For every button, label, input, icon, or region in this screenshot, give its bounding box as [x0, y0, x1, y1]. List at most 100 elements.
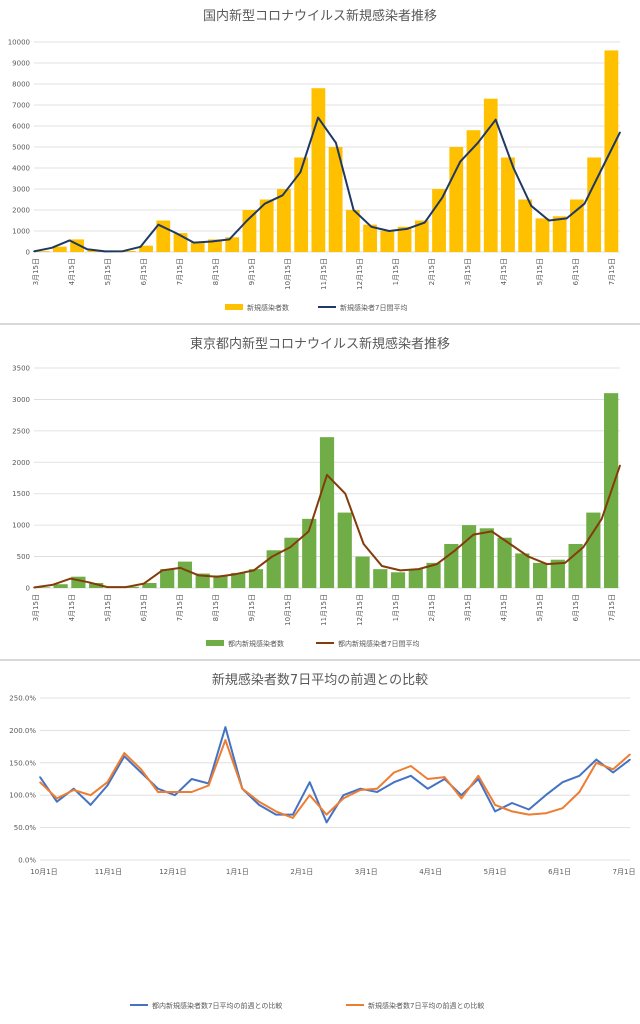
x-tick-label: 4月15日 — [500, 258, 508, 285]
chart-title: 国内新型コロナウイルス新規感染者推移 — [203, 8, 437, 24]
data-point — [50, 247, 53, 249]
data-point — [601, 167, 604, 169]
bar — [483, 98, 498, 252]
data-point — [88, 581, 90, 584]
x-tick-label: 4月15日 — [68, 258, 76, 285]
bar — [71, 576, 86, 588]
data-point — [308, 781, 311, 784]
data-point — [161, 569, 163, 572]
data-point — [612, 768, 614, 771]
y-tick-label: 7000 — [12, 102, 30, 110]
bar — [208, 239, 222, 252]
data-point — [399, 569, 402, 572]
data-point — [527, 555, 530, 558]
data-point — [491, 530, 493, 533]
series-line — [39, 726, 631, 824]
data-point — [460, 797, 463, 800]
data-point — [548, 219, 550, 222]
data-point — [104, 250, 106, 253]
x-tick-label: 2月1日 — [290, 868, 313, 876]
y-tick-label: 2500 — [12, 427, 30, 435]
data-point — [89, 804, 92, 806]
legend-swatch — [225, 304, 243, 310]
bar — [345, 210, 360, 252]
data-point — [494, 810, 496, 813]
x-tick-label: 6月1日 — [548, 868, 571, 876]
data-point — [388, 230, 390, 232]
bar — [587, 157, 602, 252]
data-point — [359, 789, 362, 791]
data-point — [106, 784, 109, 787]
x-tick-label: 8月15日 — [212, 258, 220, 285]
data-point — [224, 739, 227, 741]
data-point — [317, 116, 319, 119]
y-tick-label: 2000 — [12, 207, 30, 215]
bar — [52, 246, 67, 252]
data-point — [258, 804, 260, 806]
data-point — [121, 250, 124, 252]
x-tick-label: 2月15日 — [428, 258, 436, 285]
data-point — [426, 787, 429, 790]
bar — [190, 241, 205, 252]
data-point — [179, 567, 182, 569]
data-point — [578, 774, 581, 777]
x-tick-label: 12月15日 — [356, 258, 364, 290]
bar — [432, 189, 446, 252]
data-point — [561, 807, 564, 809]
data-point — [509, 543, 511, 545]
x-tick-label: 9月15日 — [248, 594, 256, 621]
x-tick-label: 7月15日 — [176, 594, 184, 621]
bar — [121, 250, 136, 252]
data-point — [441, 196, 444, 199]
x-tick-label: 6月15日 — [140, 594, 148, 621]
bar — [139, 245, 153, 252]
data-point — [33, 250, 35, 253]
bar — [35, 251, 50, 252]
bar — [501, 157, 515, 252]
divider-2 — [0, 659, 640, 661]
data-point — [246, 219, 248, 222]
y-tick-label: 3000 — [12, 186, 30, 194]
x-tick-label: 7月15日 — [608, 258, 616, 285]
chart-ratio: 新規感染者数7日平均の前週との比較 0.0% 50.0% 100.0% 150.0% 20… — [0, 662, 640, 1024]
x-tick-label: 3月15日 — [464, 594, 472, 621]
bar — [414, 220, 429, 252]
y-tick-label: 150.0% — [9, 759, 36, 767]
data-point — [307, 530, 310, 533]
data-point — [494, 804, 496, 806]
data-point — [190, 791, 193, 793]
legend-label: 新規感染者数 — [247, 303, 289, 312]
y-tick-label: 0 — [26, 249, 30, 257]
data-point — [459, 160, 461, 163]
data-point — [370, 226, 373, 228]
x-tick-label: 5月15日 — [536, 258, 544, 285]
y-tick-label: 8000 — [12, 81, 30, 89]
x-tick-label: 4月15日 — [500, 594, 508, 621]
data-point — [600, 518, 603, 520]
data-point — [426, 778, 429, 780]
x-tick-label: 11月1日 — [95, 868, 122, 876]
chart-title: 新規感染者数7日平均の前週との比較 — [212, 672, 428, 688]
legend-label: 新規感染者数7日平均の前週との比較 — [368, 1001, 484, 1010]
data-point — [545, 563, 548, 565]
data-point — [39, 776, 41, 778]
data-point — [612, 771, 614, 774]
data-point — [443, 776, 446, 778]
data-point — [619, 464, 621, 467]
divider-1 — [0, 323, 640, 325]
bar — [266, 550, 281, 588]
bar — [355, 556, 370, 588]
x-tick-label: 1月15日 — [392, 258, 400, 285]
data-point — [123, 755, 126, 758]
x-tick-label: 10月15日 — [284, 258, 292, 290]
x-tick-label: 5月15日 — [104, 594, 112, 621]
bar — [319, 437, 335, 588]
data-point — [629, 753, 631, 756]
data-point — [56, 800, 58, 803]
data-point — [69, 577, 72, 580]
x-tick-label: 5月15日 — [536, 594, 544, 621]
bar — [89, 582, 104, 588]
data-point — [619, 131, 621, 134]
data-point — [175, 232, 177, 234]
bar — [380, 231, 395, 252]
